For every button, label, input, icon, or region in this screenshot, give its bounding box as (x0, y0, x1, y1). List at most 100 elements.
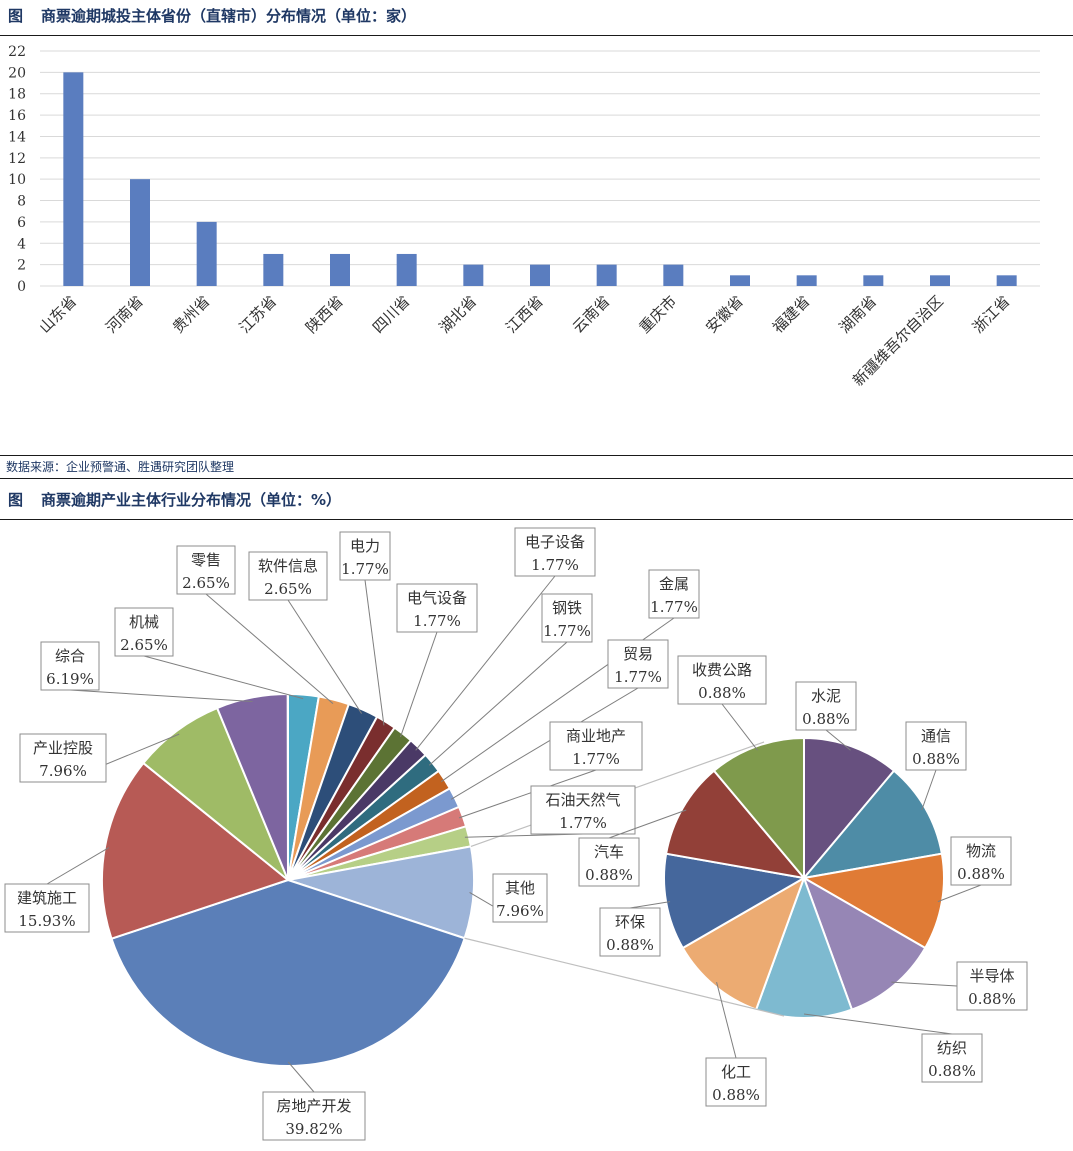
label-box (541, 593, 593, 643)
pie-data-label: 化工 (721, 1063, 751, 1081)
pie-data-label: 1.77% (341, 560, 389, 578)
figure1-title: 图商票逾期城投主体省份（直辖市）分布情况（单位：家） (8, 5, 416, 26)
pie-data-label: 纺织 (937, 1039, 967, 1057)
pie-data-label: 0.88% (585, 866, 633, 884)
bar (130, 179, 150, 286)
pie-data-label: 1.77% (614, 668, 662, 686)
leader-line (364, 579, 385, 726)
pie-data-label: 1.77% (531, 556, 579, 574)
y-tick-label: 16 (8, 108, 26, 124)
y-tick-label: 12 (8, 151, 26, 167)
pie-data-label: 电子设备 (525, 533, 585, 551)
label-box (262, 1091, 366, 1141)
bar-chart: 0 2 4 6 8 10 12 14 16 18 20 22 山东省 河南省 贵州省 江苏省 陕西省 四川省 湖北省… (8, 44, 1040, 390)
bar (263, 253, 284, 286)
pie-data-label: 金属 (659, 575, 689, 593)
figure1-title-text: 商票逾期城投主体省份（直辖市）分布情况（单位：家） (41, 7, 417, 25)
pie-data-label: 7.96% (39, 762, 87, 780)
bar (730, 275, 750, 286)
pie-data-label: 钢铁 (552, 599, 582, 617)
pie-data-label: 石油天然气 (545, 791, 620, 809)
label-box (705, 1057, 767, 1107)
x-tick-label: 陕西省 (302, 292, 347, 337)
x-tick-label: 江苏省 (236, 292, 281, 337)
leader-line (937, 884, 982, 903)
figure1-bottom-rule (0, 455, 1073, 456)
figure2-bottom-rule (0, 519, 1073, 520)
label-box (530, 785, 636, 835)
label-box (4, 883, 90, 933)
pie-data-label: 0.88% (698, 684, 746, 702)
pie-data-label: 1.77% (650, 598, 698, 616)
pie-slice (801, 852, 945, 950)
pie-data-label: 1.77% (559, 814, 607, 832)
pie-data-label: 商业地产 (566, 727, 626, 745)
pie-data-label: 0.88% (928, 1062, 976, 1080)
y-tick-label: 14 (8, 129, 26, 145)
label-box (677, 655, 767, 705)
bar (996, 275, 1017, 286)
leader-line (287, 1061, 315, 1093)
pie-data-label: 汽车 (594, 843, 624, 861)
label-box (905, 721, 967, 771)
leader-line (721, 703, 758, 751)
leader-line (143, 655, 304, 700)
pie-data-label: 其他 (505, 879, 535, 897)
pie-data-label: 2.65% (120, 636, 168, 654)
x-tick-label: 浙江省 (969, 292, 1014, 337)
x-tick-label: 云南省 (569, 292, 614, 337)
connector-line (464, 937, 785, 1017)
pie-data-label: 0.88% (968, 990, 1016, 1008)
pie-data-label: 1.77% (543, 622, 591, 640)
label-box (549, 721, 643, 771)
bar (463, 264, 484, 286)
pie-data-label: 电气设备 (407, 589, 467, 607)
pie-data-label: 0.88% (712, 1086, 760, 1104)
pie-data-label: 机械 (129, 613, 159, 631)
figure2-tag: 图 (8, 491, 24, 509)
pie-data-label: 综合 (55, 647, 85, 665)
label-box (607, 639, 669, 689)
bar (863, 275, 884, 286)
label-box (19, 733, 107, 783)
label-box (795, 681, 857, 731)
y-tick-label: 0 (17, 279, 26, 295)
pie-data-label: 7.96% (496, 902, 544, 920)
pie-data-label: 收费公路 (692, 661, 752, 679)
leader-line (69, 689, 253, 702)
pie-data-label: 贸易 (623, 645, 653, 663)
label-box (492, 873, 548, 923)
y-tick-label: 6 (17, 215, 26, 231)
figure2-top-rule (0, 478, 1073, 479)
label-box (114, 607, 174, 657)
leader-line (716, 982, 737, 1059)
leader-line (450, 687, 639, 800)
pie-data-label: 通信 (921, 727, 951, 745)
leader-line (891, 981, 958, 987)
leader-line (803, 1013, 953, 1035)
x-tick-label: 四川省 (369, 292, 414, 337)
figure2-title: 图商票逾期产业主体行业分布情况（单位：%） (8, 489, 341, 510)
y-tick-label: 10 (8, 172, 26, 188)
pie-data-label: 2.65% (182, 574, 230, 592)
bar (330, 253, 350, 286)
x-tick-label: 重庆市 (636, 292, 681, 337)
figure1-top-rule (0, 35, 1073, 36)
x-tick-label: 山东省 (36, 292, 81, 337)
pie-data-label: 水泥 (811, 687, 841, 705)
x-tick-label: 河南省 (102, 292, 147, 337)
bar (396, 253, 417, 286)
pie-chart: 房地产开发 39.82% 建筑施工 15.93% 产业控股 7.96% 综合 6.19% 机械 2… (4, 527, 1028, 1141)
bar (796, 275, 817, 286)
pie-slice (110, 878, 466, 1067)
figure1-tag: 图 (8, 7, 24, 25)
pie-slice (101, 761, 291, 940)
pie-data-label: 物流 (966, 842, 996, 860)
bar (596, 264, 617, 286)
pie-data-label: 6.19% (46, 670, 94, 688)
leader-line (428, 641, 568, 766)
leader-line (629, 901, 671, 909)
pie-slice (287, 845, 475, 940)
y-tick-label: 20 (8, 65, 26, 81)
leader-line (921, 769, 937, 811)
